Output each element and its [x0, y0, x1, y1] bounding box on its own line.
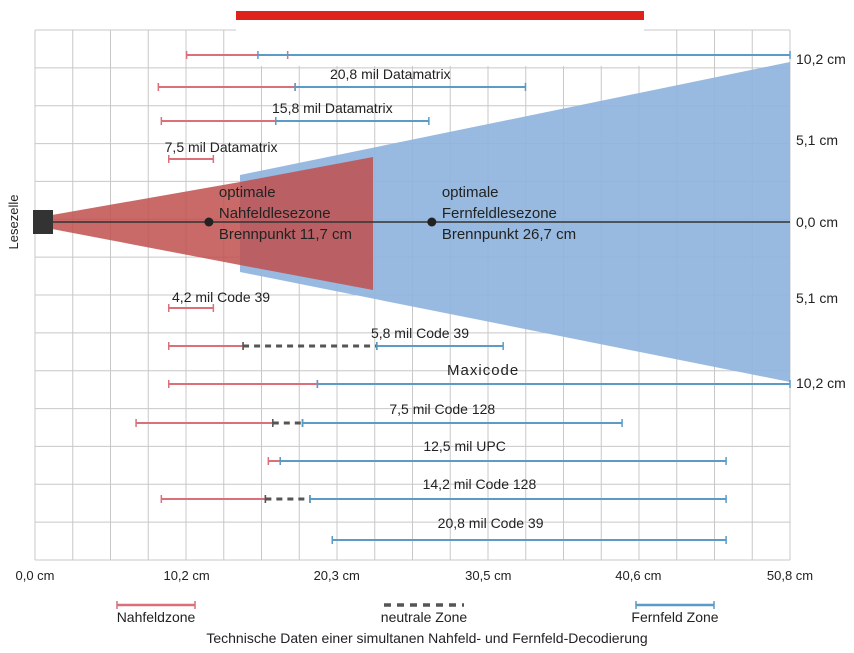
right-axis-label: 0,0 cm	[796, 214, 838, 230]
series-label: 12,5 mil UPC	[423, 438, 505, 454]
y-axis-label: Lesezelle	[6, 195, 21, 250]
x-tick-label: 50,8 cm	[767, 568, 813, 583]
right-axis-label: 5,1 cm	[796, 290, 838, 306]
range-bar-row: 7,5 mil Code 128	[135, 401, 623, 427]
series-label: 14,2 mil Code 128	[423, 476, 537, 492]
x-tick-label: 20,3 cm	[314, 568, 360, 583]
range-bar-row: 5,8 mil Code 39	[168, 325, 504, 350]
x-tick-label: 30,5 cm	[465, 568, 511, 583]
range-bar-row: 7,5 mil Datamatrix	[165, 139, 278, 163]
series-label: 4,2 mil Code 39	[172, 289, 270, 305]
zone-label-line: optimale	[219, 184, 276, 201]
range-bar-row: 14,2 mil Code 128	[160, 476, 727, 503]
banner-mask	[236, 20, 644, 66]
red-banner	[236, 11, 644, 20]
series-label: 7,5 mil Code 128	[389, 401, 495, 417]
range-bars: 20,8 mil Datamatrix 15,8 mil Datamatrix 7,…	[135, 51, 791, 544]
reading-cell-block	[33, 210, 53, 234]
range-bar-row: 20,8 mil Datamatrix	[157, 66, 527, 91]
zone-label-line: Brennpunkt 11,7 cm	[219, 226, 352, 243]
zone-label-line: optimale	[442, 184, 499, 201]
series-label: 15,8 mil Datamatrix	[272, 100, 393, 116]
range-bar-row: 15,8 mil Datamatrix	[160, 100, 430, 125]
series-label: 20,8 mil Code 39	[438, 515, 544, 531]
range-bar-row: 12,5 mil UPC	[267, 438, 727, 465]
right-axis-labels: 10,2 cm 5,1 cm 0,0 cm 5,1 cm 10,2 cm	[796, 51, 846, 391]
range-bar-row: 4,2 mil Code 39	[168, 289, 270, 312]
right-axis-label: 10,2 cm	[796, 375, 846, 391]
x-tick-label: 0,0 cm	[15, 568, 54, 583]
right-axis-label: 5,1 cm	[796, 132, 838, 148]
legend-label: Nahfeldzone	[117, 609, 196, 625]
series-label: Maxicode	[447, 362, 519, 379]
range-bar-row: Maxicode	[168, 362, 791, 388]
zone-label-line: Nahfeldlesezone	[219, 205, 331, 222]
legend: Nahfeldzone neutrale Zone Fernfeld Zone	[116, 601, 719, 625]
legend-label: neutrale Zone	[381, 609, 468, 625]
range-bar-row	[185, 51, 791, 59]
x-tick-labels: 0,0 cm 10,2 cm 20,3 cm 30,5 cm 40,6 cm 50,8 c…	[15, 568, 813, 583]
legend-label: Fernfeld Zone	[631, 609, 718, 625]
series-label: 7,5 mil Datamatrix	[165, 139, 278, 155]
zone-label-line: Brennpunkt 26,7 cm	[442, 226, 576, 243]
zone-label-line: Fernfeldlesezone	[442, 205, 557, 222]
x-tick-label: 40,6 cm	[615, 568, 661, 583]
focus-point	[427, 217, 437, 227]
series-label: 20,8 mil Datamatrix	[330, 66, 451, 82]
focus-point	[204, 217, 214, 227]
caption: Technische Daten einer simultanen Nahfel…	[206, 630, 648, 646]
reading-cones: optimale Nahfeldlesezone Brennpunkt 11,7 c…	[33, 62, 790, 382]
x-tick-label: 10,2 cm	[163, 568, 209, 583]
series-label: 5,8 mil Code 39	[371, 325, 469, 341]
right-axis-label: 10,2 cm	[796, 51, 846, 67]
range-bar-row: 20,8 mil Code 39	[331, 515, 727, 544]
